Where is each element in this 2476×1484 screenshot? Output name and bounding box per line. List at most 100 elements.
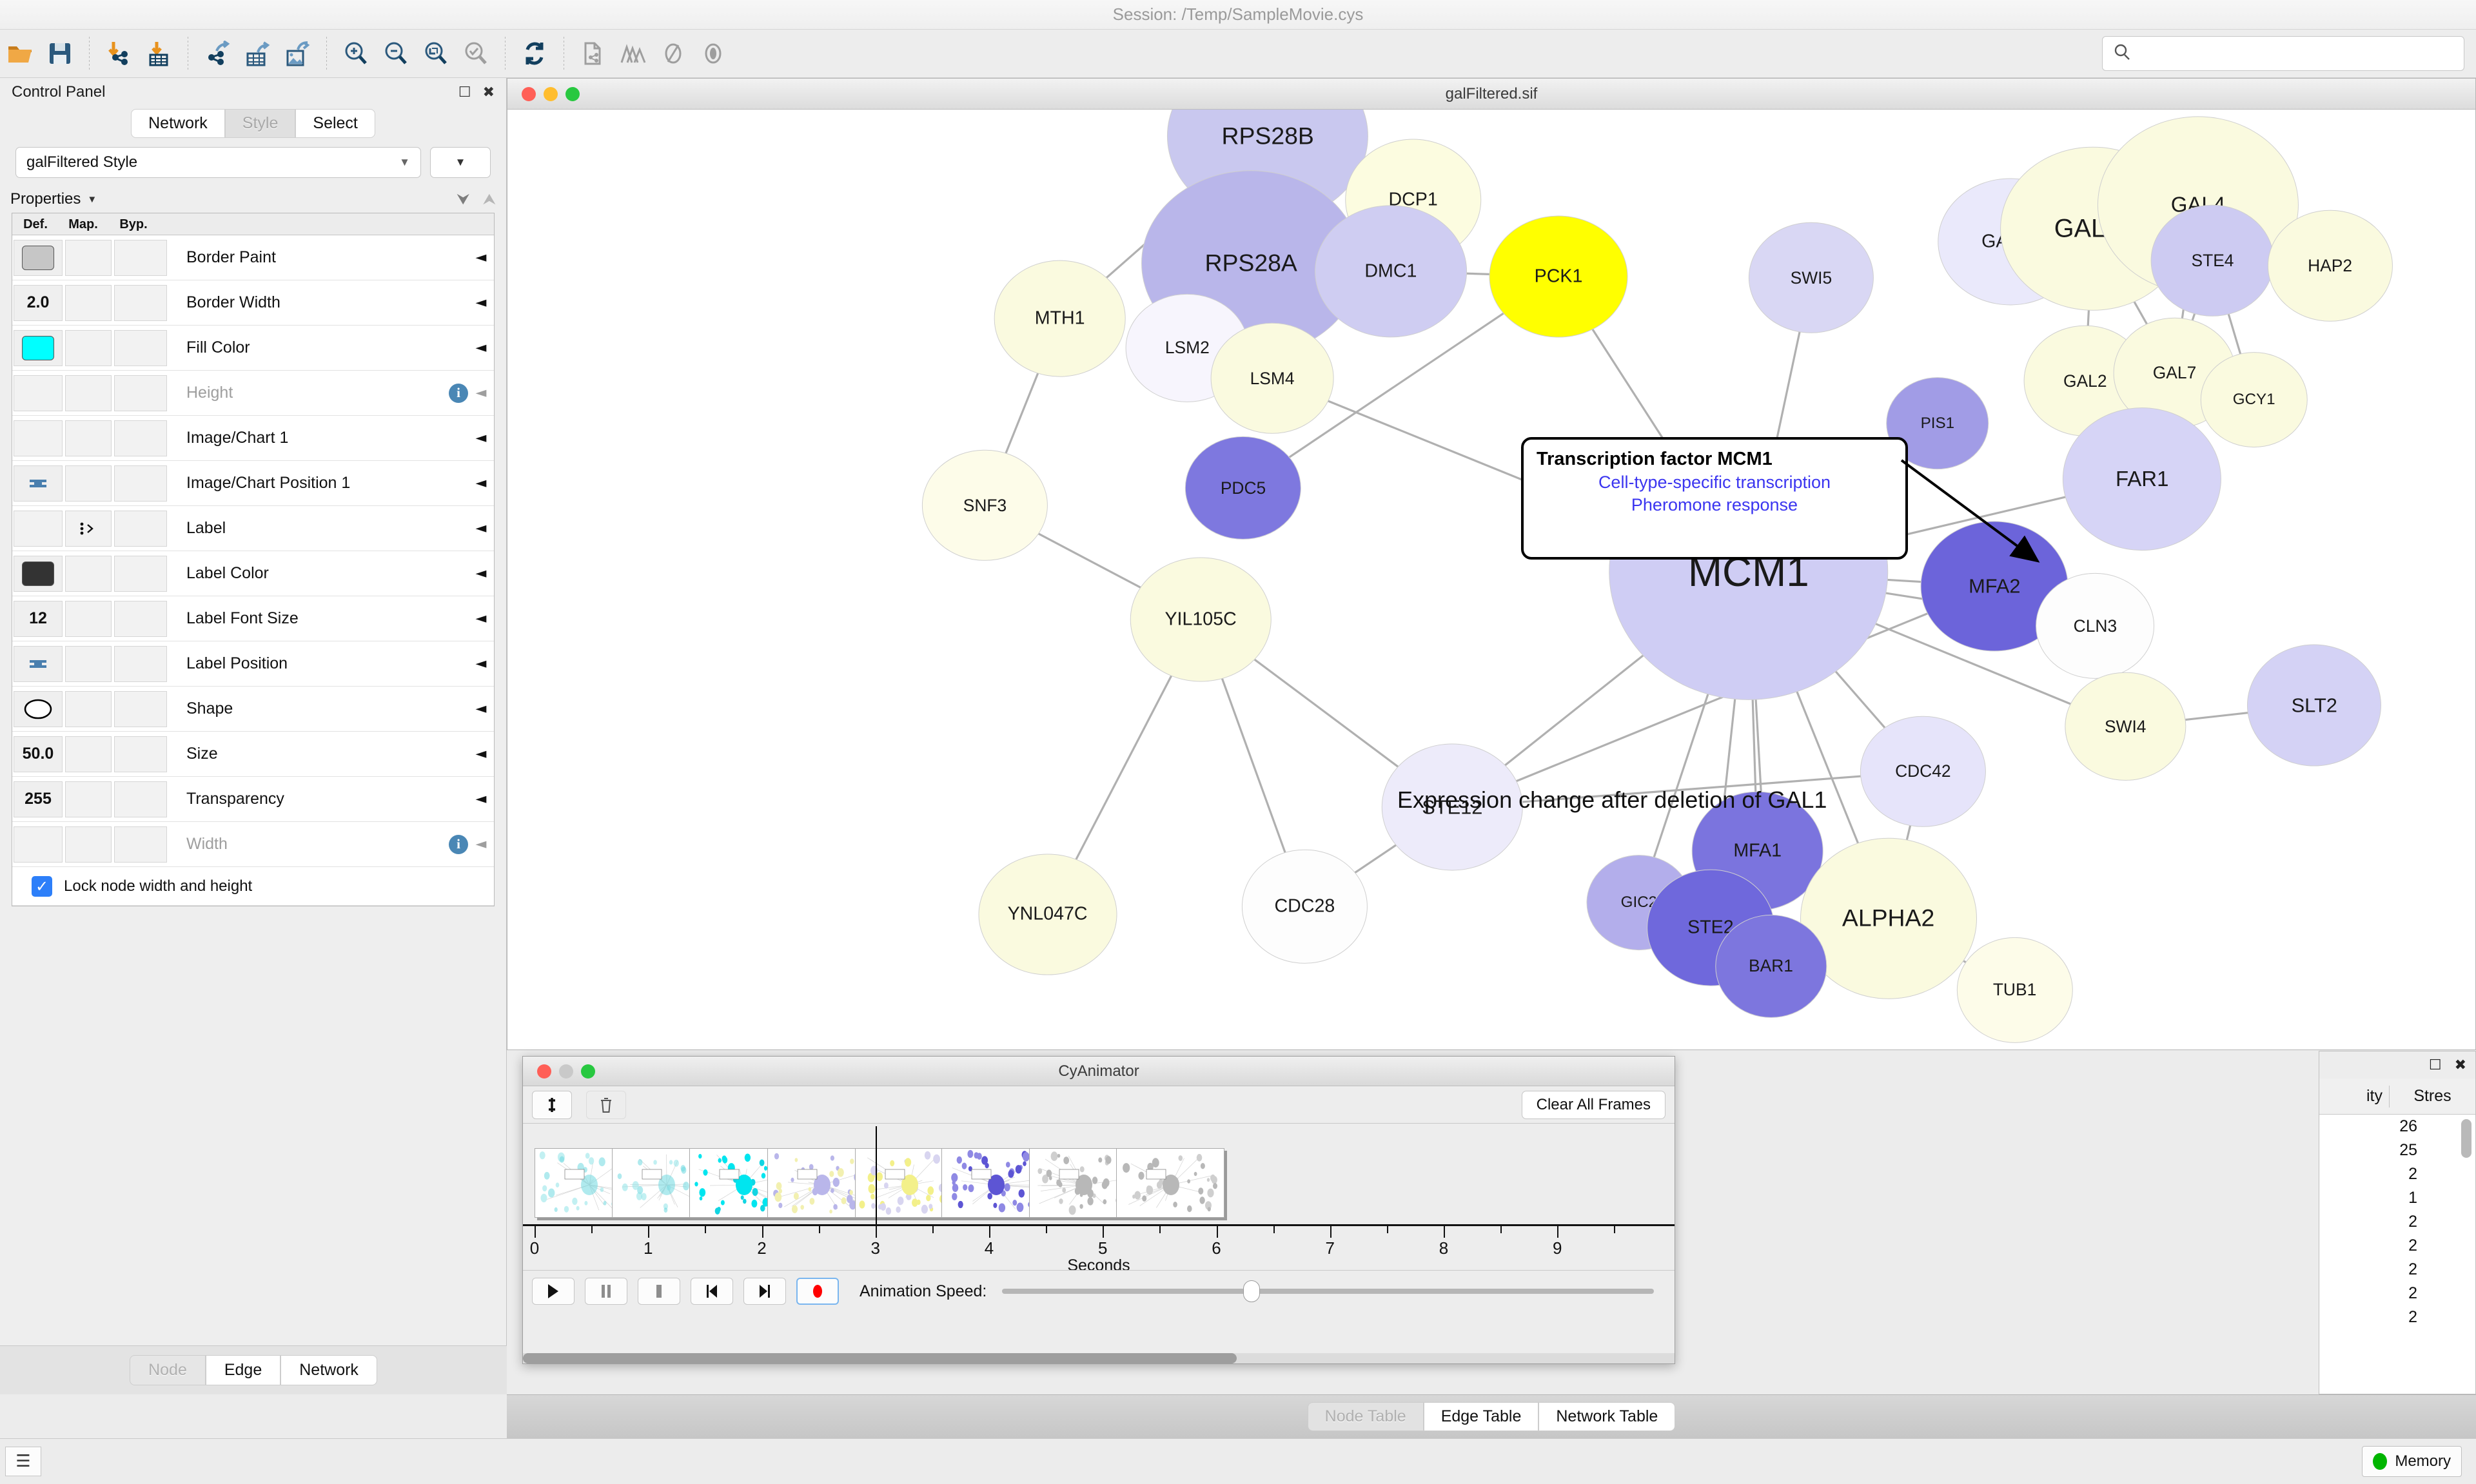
network-node[interactable]: TUB1 — [1956, 937, 2073, 1043]
property-default-cell[interactable]: 50.0 — [14, 736, 63, 772]
network-node[interactable]: PIS1 — [1886, 376, 1989, 470]
property-row[interactable]: Height i ◄ — [12, 371, 494, 416]
info-icon[interactable]: i — [449, 834, 468, 854]
property-row[interactable]: Shape ◄ — [12, 687, 494, 732]
table-row[interactable]: 1 — [2319, 1186, 2475, 1210]
expand-arrow-icon[interactable]: ◄ — [475, 340, 487, 356]
cyanimator-scrollbar-thumb[interactable] — [523, 1353, 1237, 1363]
network-node[interactable]: ALPHA2 — [1800, 837, 1977, 999]
zoom-in-icon[interactable] — [336, 34, 376, 73]
property-row[interactable]: 255 Transparency ◄ — [12, 777, 494, 822]
property-default-cell[interactable] — [14, 420, 63, 456]
clear-all-frames-button[interactable]: Clear All Frames — [1521, 1091, 1665, 1119]
table-row[interactable]: 2 — [2319, 1234, 2475, 1258]
property-default-cell[interactable] — [14, 555, 63, 592]
property-bypass-cell[interactable] — [114, 600, 167, 637]
stop-button[interactable] — [638, 1278, 680, 1305]
property-default-cell[interactable] — [14, 826, 63, 863]
import-table-icon[interactable] — [139, 34, 179, 73]
property-default-cell[interactable]: 2.0 — [14, 284, 63, 321]
expand-arrow-icon[interactable]: ◄ — [475, 701, 487, 717]
property-mapping-cell[interactable] — [65, 510, 112, 547]
refresh-icon[interactable] — [515, 34, 555, 73]
property-bypass-cell[interactable] — [114, 420, 167, 456]
tab-network-table[interactable]: Network Table — [1538, 1402, 1676, 1431]
animation-frame[interactable] — [1116, 1148, 1225, 1218]
cyanimator-scrollbar[interactable] — [523, 1353, 1675, 1363]
network-node[interactable]: STE4 — [2151, 204, 2274, 317]
property-bypass-cell[interactable] — [114, 375, 167, 411]
network-node[interactable]: CLN3 — [2036, 572, 2155, 679]
property-default-cell[interactable] — [14, 465, 63, 502]
property-bypass-cell[interactable] — [114, 465, 167, 502]
column-header-stress[interactable]: Stres — [2413, 1087, 2451, 1105]
property-mapping-cell[interactable] — [65, 375, 112, 411]
property-default-cell[interactable] — [14, 645, 63, 682]
lock-checkbox[interactable]: ✓ — [32, 875, 52, 897]
property-row[interactable]: 12 Label Font Size ◄ — [12, 596, 494, 641]
color-swatch[interactable] — [22, 335, 54, 360]
expand-arrow-icon[interactable]: ◄ — [475, 249, 487, 266]
table-row[interactable]: 2 — [2319, 1162, 2475, 1186]
chevron-down-icon[interactable]: ▼ — [87, 193, 97, 205]
show-icon[interactable] — [693, 34, 733, 73]
network-node[interactable]: STE12 — [1382, 743, 1523, 871]
maximize-window-button[interactable] — [581, 1064, 595, 1079]
property-row[interactable]: Border Paint ◄ — [12, 235, 494, 280]
info-icon[interactable]: i — [449, 383, 468, 403]
style-options-button[interactable]: ▼ — [430, 147, 491, 178]
chevron-double-down-icon[interactable]: ⮟ — [457, 190, 470, 208]
table-row[interactable]: 2 — [2319, 1305, 2475, 1329]
new-network-icon[interactable] — [573, 34, 613, 73]
export-table-icon[interactable] — [237, 34, 277, 73]
network-node[interactable]: PDC5 — [1184, 436, 1302, 540]
style-select[interactable]: galFiltered Style ▼ — [15, 147, 421, 178]
timeline-playhead[interactable] — [875, 1126, 877, 1224]
network-node[interactable]: SNF3 — [922, 449, 1048, 561]
network-node[interactable]: SWI4 — [2065, 672, 2186, 781]
close-window-button[interactable] — [537, 1064, 551, 1079]
network-canvas[interactable]: RPS28BDCP1RPS28ADMC1PCK1SWI5GAL80GAL11GA… — [507, 110, 2475, 1050]
property-row[interactable]: 50.0 Size ◄ — [12, 732, 494, 777]
network-node[interactable]: HAP2 — [2267, 210, 2393, 322]
property-default-cell[interactable] — [14, 239, 63, 276]
open-folder-icon[interactable] — [0, 34, 40, 73]
memory-status-button[interactable]: Memory — [2362, 1446, 2462, 1477]
network-node[interactable]: SLT2 — [2247, 644, 2382, 766]
bottom-tab-network[interactable]: Network — [280, 1355, 377, 1385]
bottom-tab-node[interactable]: Node — [130, 1355, 206, 1385]
property-bypass-cell[interactable] — [114, 690, 167, 727]
expand-arrow-icon[interactable]: ◄ — [475, 430, 487, 446]
property-mapping-cell[interactable] — [65, 690, 112, 727]
minimize-window-button[interactable] — [559, 1064, 573, 1079]
table-row[interactable]: 25 — [2319, 1138, 2475, 1162]
network-node[interactable]: MTH1 — [994, 260, 1126, 377]
property-mapping-cell[interactable] — [65, 329, 112, 366]
animation-speed-slider[interactable] — [1002, 1280, 1654, 1302]
network-edge[interactable] — [1452, 770, 1923, 808]
table-scrollbar[interactable] — [2461, 1119, 2471, 1158]
table-row[interactable]: 2 — [2319, 1258, 2475, 1282]
trash-icon[interactable] — [586, 1090, 626, 1119]
zoom-fit-icon[interactable] — [416, 34, 456, 73]
expand-arrow-icon[interactable]: ◄ — [475, 610, 487, 627]
property-row[interactable]: 2.0 Border Width ◄ — [12, 280, 494, 326]
lock-node-size-row[interactable]: ✓ Lock node width and height — [12, 867, 494, 906]
maximize-icon[interactable]: ☐ — [458, 84, 471, 101]
property-row[interactable]: Label Color ◄ — [12, 551, 494, 596]
expand-arrow-icon[interactable]: ◄ — [475, 791, 487, 807]
expand-arrow-icon[interactable]: ◄ — [475, 656, 487, 672]
property-bypass-cell[interactable] — [114, 736, 167, 772]
property-bypass-cell[interactable] — [114, 239, 167, 276]
maximize-window-button[interactable] — [565, 86, 580, 101]
save-icon[interactable] — [40, 34, 80, 73]
expand-arrow-icon[interactable]: ◄ — [475, 746, 487, 762]
property-mapping-cell[interactable] — [65, 465, 112, 502]
property-bypass-cell[interactable] — [114, 510, 167, 547]
network-node[interactable]: SWI5 — [1748, 222, 1874, 334]
network-node[interactable]: YIL105C — [1130, 557, 1272, 682]
property-bypass-cell[interactable] — [114, 645, 167, 682]
color-swatch[interactable] — [22, 561, 54, 586]
search-input[interactable] — [2139, 44, 2448, 63]
network-node[interactable]: YNL047C — [978, 854, 1117, 975]
